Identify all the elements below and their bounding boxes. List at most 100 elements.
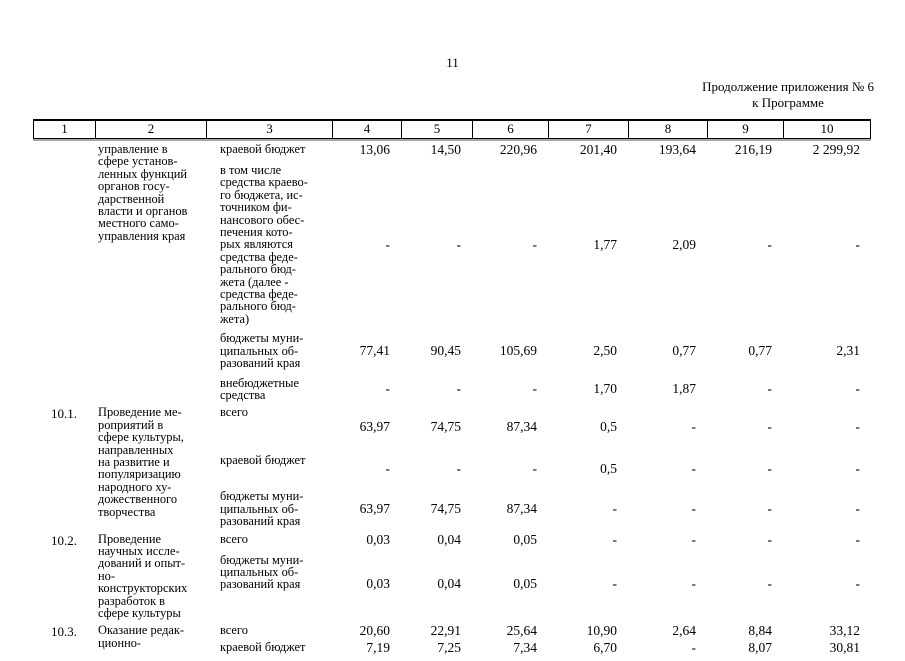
value-cell: 0,03 xyxy=(366,575,390,591)
table-body: управление в сфере установ- ленных функц… xyxy=(33,139,871,657)
funding-source-cell: в том числе средства краево- го бюджета,… xyxy=(220,163,308,326)
value-cells: 7,19 7,25 7,34 6,70 - 8,07 30,81 xyxy=(332,640,871,655)
value-cells: 0,03 0,04 0,05 - - - - xyxy=(332,532,871,547)
funding-source-cell: бюджеты муни- ципальных об- разований кр… xyxy=(220,552,304,592)
value-cell: - xyxy=(385,236,391,252)
value-cell: 20,60 xyxy=(359,623,390,639)
value-cell: 105,69 xyxy=(499,342,537,358)
value-cell: 0,77 xyxy=(672,342,696,358)
funding-source-cell: всего xyxy=(220,531,248,546)
funding-source-cell: всего xyxy=(220,405,248,420)
continuation-note-line1: Продолжение приложения № 6 xyxy=(702,79,874,94)
value-cell: - xyxy=(691,640,697,656)
funding-source-cell: всего xyxy=(220,623,248,638)
document-page: 11 Продолжение приложения № 6 к Программ… xyxy=(33,55,874,656)
column-header: 1 xyxy=(33,121,95,138)
value-cell: 90,45 xyxy=(430,342,461,358)
column-header: 7 xyxy=(548,121,628,138)
table-row: 10.2. Проведение научных иссле- дований и… xyxy=(33,532,871,620)
value-cell: - xyxy=(855,460,861,476)
value-cells: 20,60 22,91 25,64 10,90 2,64 8,84 33,12 xyxy=(332,623,871,638)
value-cell: - xyxy=(385,460,391,476)
table-header-row: 1 2 3 4 5 6 7 8 9 10 xyxy=(33,119,871,139)
value-cell: 63,97 xyxy=(359,500,390,516)
value-cell: 13,06 xyxy=(359,142,390,157)
value-cell: 33,12 xyxy=(829,623,860,639)
funding-subrow: краевой бюджет - - - 0,5 - - - xyxy=(206,453,871,483)
value-cell: 8,84 xyxy=(748,623,772,639)
value-cell: - xyxy=(612,575,618,591)
value-cell: 22,91 xyxy=(430,623,461,639)
value-cell: - xyxy=(612,500,618,516)
funding-subrow: бюджеты муни- ципальных об- разований кр… xyxy=(206,331,871,369)
value-cell: 87,34 xyxy=(506,418,537,434)
value-cell: 0,77 xyxy=(748,342,772,358)
funding-source-cell: бюджеты муни- ципальных об- разований кр… xyxy=(220,331,304,371)
value-cell: 2,64 xyxy=(672,623,696,639)
value-cell: - xyxy=(855,500,861,516)
value-cell: - xyxy=(385,380,391,396)
activity-name-cell: Проведение ме- роприятий в сфере культур… xyxy=(98,405,184,519)
activity-name-cell: Оказание редак- ционно- xyxy=(98,623,185,650)
funding-source-cell: краевой бюджет xyxy=(220,640,306,655)
funding-rows: всего 63,97 74,75 87,34 0,5- - - краевой бюджет… xyxy=(206,405,871,527)
value-cell: 63,97 xyxy=(359,418,390,434)
value-cell: - xyxy=(767,531,773,547)
value-cell: 1,70 xyxy=(593,380,617,396)
value-cells: 63,97 74,75 87,34 0,5 - - - xyxy=(332,419,871,434)
table-row: управление в сфере установ- ленных функц… xyxy=(33,142,871,401)
funding-source-cell: краевой бюджет xyxy=(220,142,306,156)
funding-subrow: всего 63,97 74,75 87,34 0,5 - - - xyxy=(206,405,871,447)
row-number-cell xyxy=(33,142,95,143)
value-cell: 0,05 xyxy=(513,575,537,591)
value-cells: - - - 1,70 1,87 - - xyxy=(332,381,871,396)
column-header: 5 xyxy=(401,121,472,138)
value-cell: 74,75 xyxy=(430,500,461,516)
value-cell: - xyxy=(767,236,773,252)
value-cells: - - - 0,5 - - - xyxy=(332,461,871,476)
table-row: 10.3. Оказание редак- ционно-всего 20,60 22… xyxy=(33,623,871,657)
column-header: 2 xyxy=(95,121,206,138)
value-cell: 8,07 xyxy=(748,640,772,656)
value-cell: - xyxy=(691,418,697,434)
value-cell: 7,25 xyxy=(437,640,461,656)
value-cells: 63,97 74,75 87,34 - - - - xyxy=(332,501,871,516)
value-cell: 77,41 xyxy=(359,342,390,358)
funding-rows: краевой бюджет 13,06 14,50 220,96 201,40 193,… xyxy=(206,142,871,401)
value-cell: - xyxy=(767,500,773,516)
value-cell: 216,19 xyxy=(734,142,772,157)
column-header: 9 xyxy=(707,121,783,138)
value-cell: 14,50 xyxy=(430,142,461,157)
column-header: 4 xyxy=(332,121,401,138)
funding-subrow: внебюджетные средства - - - 1,70 1,87 - - xyxy=(206,376,871,402)
value-cell: 193,64 xyxy=(658,142,696,157)
value-cell: 87,34 xyxy=(506,500,537,516)
value-cell: 0,03 xyxy=(366,531,390,547)
continuation-note: Продолжение приложения № 6 к Программе xyxy=(702,79,874,110)
value-cell: - xyxy=(691,575,697,591)
funding-subrow: краевой бюджет 13,06 14,50 220,96 201,40 193,… xyxy=(206,142,871,157)
column-header: 3 xyxy=(206,121,332,138)
funding-rows: всего 20,60 22,91 25,64 10,90 2,64 8,84 33,12 кр… xyxy=(206,623,871,657)
value-cell: - xyxy=(767,575,773,591)
value-cells: 0,03 0,04 0,05 - - - - xyxy=(332,576,871,591)
funding-subrow: в том числе средства краево- го бюджета,… xyxy=(206,163,871,325)
value-cell: 25,64 xyxy=(506,623,537,639)
value-cell: - xyxy=(855,531,861,547)
value-cell: 6,70 xyxy=(593,640,617,656)
value-cell: - xyxy=(691,500,697,516)
page-number: 11 xyxy=(446,55,459,70)
value-cell: 2 299,92 xyxy=(812,142,860,157)
row-number-cell: 10.1. xyxy=(51,406,77,422)
value-cell: 220,96 xyxy=(499,142,537,157)
value-cell: - xyxy=(612,531,618,547)
funding-subrow: краевой бюджет 7,19 7,25 7,34 6,70 - 8,07 30,81 xyxy=(206,640,871,655)
value-cell: - xyxy=(532,460,538,476)
value-cell: - xyxy=(767,380,773,396)
value-cell: - xyxy=(456,236,462,252)
table-row: 10.1. Проведение ме- роприятий в сфере ку… xyxy=(33,405,871,527)
value-cell: - xyxy=(855,236,861,252)
value-cell: - xyxy=(691,531,697,547)
funding-source-cell: краевой бюджет xyxy=(220,453,306,468)
row-number-cell: 10.3. xyxy=(51,624,77,640)
